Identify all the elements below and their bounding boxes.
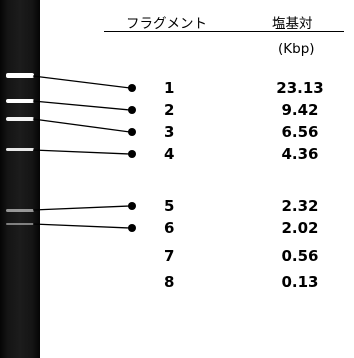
table-row: 4 4.36 xyxy=(0,145,354,167)
connector-dot-5 xyxy=(128,202,136,210)
connector-dot-1 xyxy=(128,84,136,92)
fragment-number: 8 xyxy=(164,273,175,291)
base-pair-size: 2.02 xyxy=(281,219,319,237)
base-pair-size: 4.36 xyxy=(281,145,319,163)
base-pair-size: 6.56 xyxy=(281,123,319,141)
gel-lane xyxy=(0,0,40,358)
table-row: 6 2.02 xyxy=(0,219,354,241)
fragment-number: 2 xyxy=(164,101,175,119)
connector-line-3 xyxy=(32,118,131,133)
header-fragment: フラグメント xyxy=(126,16,207,32)
fragment-number: 1 xyxy=(164,79,175,97)
fragment-number: 5 xyxy=(164,197,175,215)
gel-band-2 xyxy=(6,99,34,103)
base-pair-size: 0.56 xyxy=(281,247,319,265)
fragment-number: 4 xyxy=(164,145,175,163)
gel-band-3 xyxy=(6,117,34,121)
fragment-number: 7 xyxy=(164,247,175,265)
table-row: 2 9.42 xyxy=(0,101,354,123)
table-row: 7 0.56 xyxy=(0,247,354,269)
connector-line-1 xyxy=(32,75,131,89)
connector-line-4 xyxy=(32,149,131,155)
base-pair-size: 2.32 xyxy=(281,197,319,215)
base-pair-size: 0.13 xyxy=(281,273,319,291)
connector-dot-4 xyxy=(128,150,136,158)
header-base-pair: 塩基対 xyxy=(272,16,313,32)
table-row: 1 23.13 xyxy=(0,79,354,101)
connector-line-2 xyxy=(32,100,131,111)
fragment-number: 6 xyxy=(164,219,175,237)
header-unit: (Kbp) xyxy=(278,41,315,57)
connector-dot-2 xyxy=(128,106,136,114)
connector-line-5 xyxy=(32,205,131,211)
fragment-number: 3 xyxy=(164,123,175,141)
table-row: 5 2.32 xyxy=(0,197,354,219)
gel-band-5 xyxy=(6,209,34,212)
connector-dot-6 xyxy=(128,224,136,232)
base-pair-size: 23.13 xyxy=(276,79,324,97)
table-row: 3 6.56 xyxy=(0,123,354,145)
table-row: 8 0.13 xyxy=(0,273,354,295)
connector-dot-3 xyxy=(128,128,136,136)
gel-band-1 xyxy=(6,73,34,78)
base-pair-size: 9.42 xyxy=(281,101,319,119)
gel-band-6 xyxy=(6,223,34,225)
connector-line-6 xyxy=(32,223,131,229)
gel-band-4 xyxy=(6,148,34,151)
header-divider xyxy=(104,31,344,32)
